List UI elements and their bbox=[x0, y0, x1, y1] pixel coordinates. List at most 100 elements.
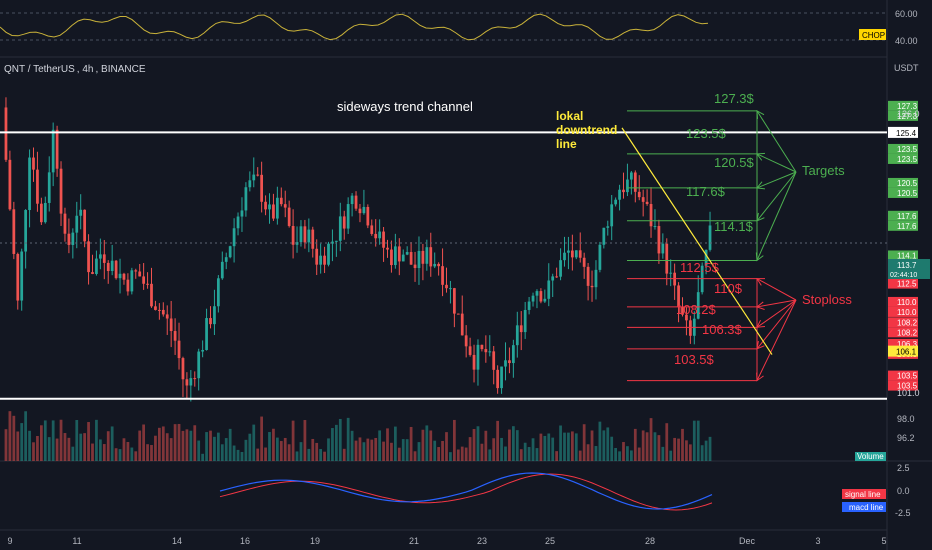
volume-bar bbox=[299, 442, 303, 461]
volume-bar bbox=[307, 448, 311, 461]
target-label-2: 123.5$ bbox=[686, 126, 727, 141]
macd-axis-top: 2.5 bbox=[897, 463, 910, 473]
candle-body bbox=[598, 244, 602, 270]
volume-bar bbox=[39, 425, 43, 461]
volume-bar bbox=[386, 428, 389, 461]
candle-body bbox=[570, 250, 574, 258]
candle-body bbox=[397, 246, 401, 262]
candle-body bbox=[55, 129, 59, 169]
volume-bar bbox=[531, 438, 535, 461]
candle-body bbox=[244, 187, 248, 211]
volume-bar bbox=[633, 428, 637, 461]
volume-bar bbox=[169, 438, 173, 461]
symbol-exchange: BINANCE bbox=[101, 64, 146, 75]
volume-bar bbox=[708, 436, 712, 461]
stop-tag-5 bbox=[888, 327, 918, 338]
candle-body bbox=[708, 225, 712, 250]
candle-body bbox=[641, 197, 645, 202]
stop-label-1: 112.5$ bbox=[680, 260, 720, 275]
volume-bar bbox=[567, 432, 570, 461]
volume-bar bbox=[279, 441, 283, 461]
volume-bar bbox=[622, 442, 625, 461]
candle-body bbox=[362, 206, 366, 214]
volume-bar bbox=[429, 430, 433, 461]
candle-body bbox=[405, 252, 409, 255]
price-tick-126: 126.0 bbox=[897, 109, 920, 119]
symbol-header[interactable]: QNT / TetherUS, 4h, BINANCE bbox=[4, 64, 146, 75]
time-tick-6: 23 bbox=[477, 536, 487, 546]
volume-bar bbox=[110, 426, 114, 461]
candle-body bbox=[433, 263, 437, 267]
volume-bar bbox=[500, 437, 503, 461]
volume-bar bbox=[657, 435, 661, 461]
volume-bar bbox=[661, 446, 665, 461]
candle-body bbox=[429, 247, 433, 267]
candle-body bbox=[653, 226, 657, 228]
candle-body bbox=[476, 344, 480, 370]
macd-line-path bbox=[219, 472, 713, 510]
candle-body bbox=[39, 203, 43, 223]
target-label-5: 114.1$ bbox=[714, 219, 754, 234]
candle-body bbox=[413, 264, 417, 269]
volume-bar bbox=[189, 430, 193, 461]
candle-body bbox=[209, 318, 212, 325]
volume-bar bbox=[421, 429, 425, 461]
volume-bar bbox=[256, 448, 260, 461]
target-tag-text-8: 114.1 bbox=[897, 251, 917, 260]
stop-label-4: 106.3$ bbox=[702, 322, 743, 337]
low-mark-tag-text: 106.1 bbox=[896, 348, 917, 357]
chop-axis-40: 40.00 bbox=[895, 36, 918, 46]
volume-tag bbox=[855, 452, 886, 461]
target-tag-7 bbox=[888, 220, 918, 231]
volume-bar bbox=[610, 436, 614, 461]
currency-label: USDT bbox=[894, 63, 919, 73]
candle-body bbox=[649, 204, 653, 227]
volume-bar bbox=[8, 411, 12, 461]
volume-bar bbox=[264, 447, 267, 461]
volume-bar bbox=[154, 435, 157, 461]
candle-body bbox=[342, 216, 346, 229]
target-tag-text-4: 120.5 bbox=[897, 179, 918, 188]
volume-bar bbox=[629, 450, 633, 461]
volume-bar bbox=[370, 439, 374, 461]
candle-body bbox=[358, 208, 362, 214]
target-tag-8 bbox=[888, 250, 918, 261]
volume-bar bbox=[425, 425, 429, 461]
volume-bar bbox=[91, 443, 94, 461]
candle-body bbox=[563, 252, 566, 261]
candle-body bbox=[189, 378, 193, 386]
volume-bar bbox=[232, 445, 236, 461]
candle-body bbox=[272, 204, 275, 219]
candle-body bbox=[193, 378, 197, 380]
candle-body bbox=[488, 351, 492, 353]
candle-body bbox=[346, 204, 350, 229]
candle-body bbox=[173, 331, 177, 341]
volume-bar bbox=[484, 430, 488, 461]
candle-body bbox=[421, 250, 425, 264]
target-tag-5 bbox=[888, 187, 918, 198]
volume-axis-96: 96.2 bbox=[897, 433, 915, 443]
downtrend-annotation-2: downtrend bbox=[556, 123, 617, 137]
candle-body bbox=[590, 285, 594, 288]
symbol-interval: 4h bbox=[82, 64, 94, 75]
candle-body bbox=[508, 360, 511, 364]
volume-bar bbox=[606, 427, 610, 461]
candle-body bbox=[91, 272, 94, 274]
volume-bar bbox=[535, 448, 539, 461]
signal-tag-label: signal line bbox=[845, 490, 881, 499]
candle-body bbox=[323, 255, 326, 265]
volume-bar bbox=[236, 449, 240, 461]
volume-bar bbox=[28, 430, 31, 461]
volume-bar bbox=[323, 451, 326, 461]
candle-body bbox=[629, 172, 633, 180]
candle-body bbox=[47, 172, 51, 203]
volume-bar bbox=[43, 420, 47, 461]
volume-bar bbox=[393, 426, 397, 461]
volume-bar bbox=[700, 445, 704, 461]
candle-body bbox=[67, 233, 71, 245]
candle-body bbox=[382, 231, 385, 248]
downtrend-annotation-1: lokal bbox=[556, 109, 583, 123]
candle-body bbox=[574, 250, 578, 258]
